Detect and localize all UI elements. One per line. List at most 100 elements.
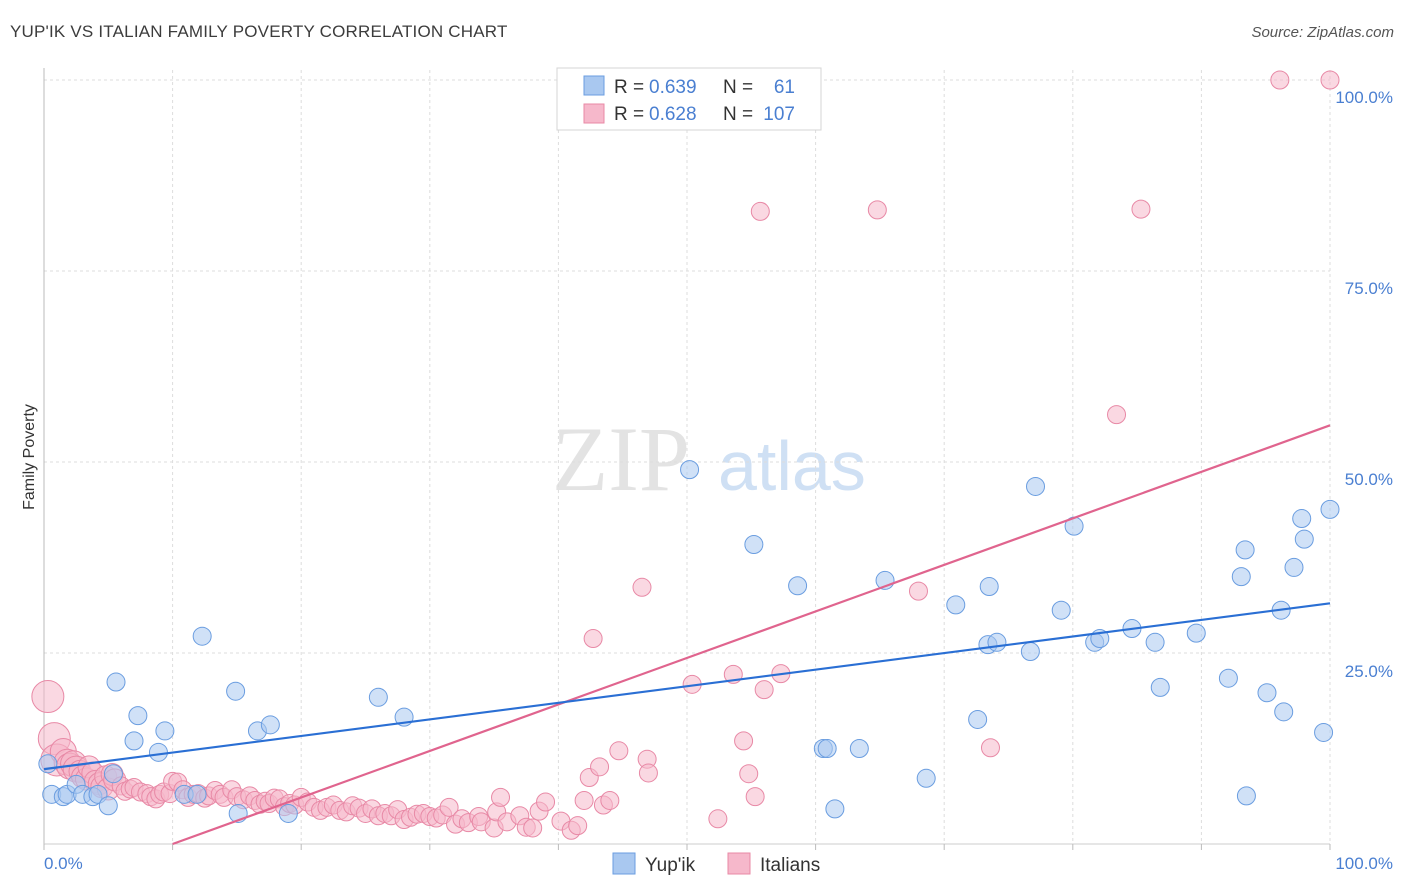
bottom-legend-swatch-italians — [727, 852, 751, 875]
data-point — [979, 577, 999, 597]
data-point — [260, 715, 280, 735]
data-point — [148, 742, 168, 762]
data-point — [31, 680, 65, 714]
data-point — [590, 757, 610, 777]
grid — [44, 70, 1331, 844]
data-point — [124, 731, 144, 751]
data-point — [491, 787, 511, 807]
legend-n-label: N = — [723, 77, 753, 98]
legend-r-label: R = — [614, 77, 644, 98]
x-tick-labels: 0.0% 100.0% — [44, 854, 1393, 873]
x-tick-marks — [43, 844, 1331, 850]
data-point — [750, 201, 770, 221]
data-point — [1284, 557, 1304, 577]
data-point — [103, 764, 123, 784]
legend-swatch-italians — [583, 103, 605, 124]
y-tick-label: 25.0% — [1345, 662, 1393, 681]
watermark-zip: ZIP — [552, 408, 690, 510]
legend-n-label: N = — [723, 104, 753, 125]
bottom-legend: Yup'ik Italians — [612, 852, 820, 876]
data-point — [583, 628, 603, 648]
data-point — [1020, 641, 1040, 661]
data-point — [278, 803, 298, 823]
data-point — [38, 754, 58, 774]
series-italians — [31, 70, 1340, 840]
data-point — [192, 626, 212, 646]
data-point — [1051, 600, 1071, 620]
data-point — [226, 681, 246, 701]
data-point — [638, 763, 658, 783]
data-point — [1186, 623, 1206, 643]
data-point — [1026, 476, 1046, 496]
data-point — [574, 790, 594, 810]
legend-n-value: 107 — [763, 104, 795, 125]
data-point — [106, 672, 126, 692]
y-tick-label: 100.0% — [1335, 88, 1393, 107]
data-point — [968, 709, 988, 729]
data-point — [1145, 632, 1165, 652]
data-point — [1231, 567, 1251, 587]
data-point — [1274, 702, 1294, 722]
bottom-legend-swatch-yupik — [612, 852, 636, 875]
data-point — [1107, 405, 1127, 425]
data-point — [745, 787, 765, 807]
data-point — [946, 595, 966, 615]
data-point — [568, 816, 588, 836]
data-point — [1236, 786, 1256, 806]
data-point — [849, 739, 869, 758]
y-axis-title: Family Poverty — [21, 404, 38, 510]
data-point — [825, 799, 845, 819]
legend-n-value: 61 — [774, 77, 795, 98]
data-point — [817, 739, 837, 758]
data-point — [744, 535, 764, 555]
data-point — [600, 790, 620, 810]
bottom-legend-label-yupik: Yup'ik — [645, 855, 696, 876]
data-point — [908, 581, 928, 601]
data-point — [1257, 683, 1277, 703]
data-point — [1218, 668, 1238, 688]
data-point — [1131, 199, 1151, 219]
data-point — [1294, 529, 1314, 549]
data-point — [609, 741, 629, 761]
data-point — [987, 632, 1007, 652]
data-point — [98, 796, 118, 816]
data-point — [632, 577, 652, 597]
data-point — [368, 687, 388, 707]
data-point — [523, 818, 543, 838]
watermark-atlas: atlas — [718, 427, 866, 505]
y-tick-label: 75.0% — [1345, 279, 1393, 298]
data-point — [1320, 70, 1340, 90]
legend-r-value: 0.628 — [649, 104, 697, 125]
data-point — [754, 680, 774, 700]
trend-lines — [43, 424, 1331, 846]
trend-line-italians — [172, 424, 1331, 846]
data-point — [1292, 509, 1312, 529]
data-point — [1270, 70, 1290, 90]
data-point — [155, 721, 175, 741]
data-point — [439, 797, 459, 817]
series-yupik — [38, 460, 1340, 823]
data-point — [536, 792, 556, 812]
data-point — [187, 784, 207, 804]
bottom-legend-label-italians: Italians — [760, 855, 820, 876]
data-point — [867, 200, 887, 220]
data-point — [1314, 722, 1334, 742]
data-point — [680, 460, 700, 480]
data-point — [128, 706, 148, 726]
chart-source: Source: ZipAtlas.com — [1251, 24, 1394, 41]
data-point — [1235, 540, 1255, 560]
trend-line-yupik — [43, 602, 1331, 771]
data-point — [980, 738, 1000, 758]
x-tick-label: 0.0% — [44, 854, 83, 873]
y-tick-labels: 25.0% 50.0% 75.0% 100.0% — [1335, 88, 1393, 681]
data-point — [788, 576, 808, 596]
chart-title: YUP'IK VS ITALIAN FAMILY POVERTY CORRELA… — [10, 22, 508, 41]
data-point — [1150, 677, 1170, 697]
legend-r-value: 0.639 — [649, 77, 697, 98]
legend-box: R = 0.639 N = 61 R = 0.628 N = 107 — [556, 67, 822, 131]
y-tick-label: 50.0% — [1345, 470, 1393, 489]
data-point — [708, 809, 728, 829]
legend-r-label: R = — [614, 104, 644, 125]
data-point — [1320, 499, 1340, 519]
